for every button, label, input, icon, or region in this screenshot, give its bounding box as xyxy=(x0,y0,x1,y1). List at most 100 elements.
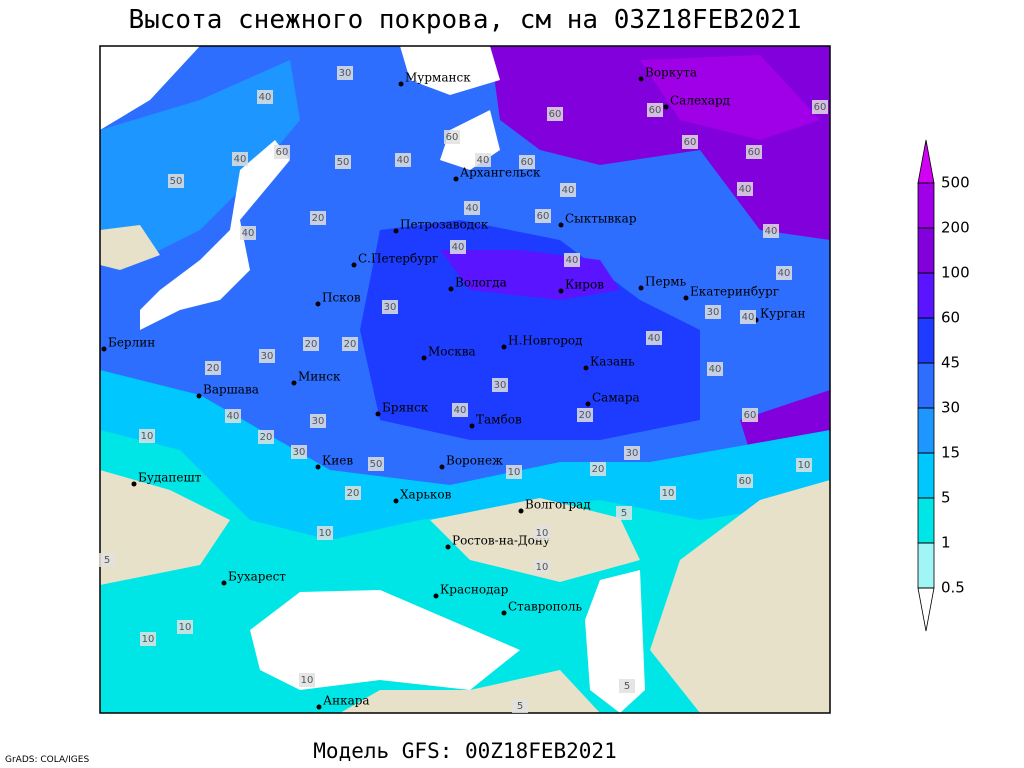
contour-label-box xyxy=(291,445,307,459)
contour-label: 40 xyxy=(562,185,575,196)
map xyxy=(100,46,830,713)
city-label: С.Петербург xyxy=(358,252,438,266)
city-label: Краснодар xyxy=(440,583,509,597)
legend-swatch xyxy=(917,452,935,499)
contour-label-box xyxy=(168,174,184,188)
city-label: Киев xyxy=(322,454,353,468)
city-dot xyxy=(315,301,321,307)
contour-label: 30 xyxy=(261,351,274,362)
contour-label: 50 xyxy=(170,176,183,187)
city-dot xyxy=(683,295,689,301)
contour-label: 10 xyxy=(142,634,155,645)
contour-label-box xyxy=(140,632,156,646)
city-dot xyxy=(393,498,399,504)
city-dot xyxy=(453,176,459,182)
contour-label-box xyxy=(99,553,115,567)
contour-label: 10 xyxy=(301,675,314,686)
contour-label: 30 xyxy=(312,416,325,427)
city-label: Мурманск xyxy=(405,71,471,85)
contour-label-box xyxy=(232,152,248,166)
legend-swatch xyxy=(917,139,935,184)
contour-label: 50 xyxy=(370,459,383,470)
city-dot xyxy=(638,285,644,291)
contour-label-box xyxy=(303,337,319,351)
contour-label-box xyxy=(776,266,792,280)
contour-label: 40 xyxy=(765,226,778,237)
contour-label: 40 xyxy=(452,242,465,253)
contour-label: 40 xyxy=(397,155,410,166)
contour-label-box xyxy=(534,526,550,540)
contour-label-box xyxy=(177,620,193,634)
contour-label: 10 xyxy=(319,528,332,539)
legend-swatch xyxy=(917,182,935,229)
city-dot xyxy=(445,544,451,550)
city-label: Волгоград xyxy=(525,498,591,512)
contour-label: 20 xyxy=(579,410,592,421)
city-label: Самара xyxy=(592,391,640,405)
city-label: Воронеж xyxy=(446,454,503,468)
city-label: Киров xyxy=(565,278,604,292)
credit: GrADS: COLA/IGES xyxy=(5,755,89,765)
contour-label: 20 xyxy=(305,339,318,350)
contour-label: 60 xyxy=(744,410,757,421)
city-dot xyxy=(101,346,107,352)
contour-label-box xyxy=(512,699,528,713)
city-label: Бухарест xyxy=(228,570,286,584)
city-dot xyxy=(375,411,381,417)
contour-label: 10 xyxy=(662,488,675,499)
city-dot xyxy=(448,286,454,292)
contour-label-box xyxy=(619,679,635,693)
contour-label: 5 xyxy=(104,555,110,566)
legend-swatch xyxy=(917,542,935,589)
contour-label: 40 xyxy=(648,333,661,344)
contour-label-box xyxy=(812,100,828,114)
contour-label-box xyxy=(535,209,551,223)
legend-swatch xyxy=(917,362,935,409)
city-dot xyxy=(433,593,439,599)
contour-label: 20 xyxy=(347,488,360,499)
contour-label: 10 xyxy=(536,562,549,573)
contour-label-box xyxy=(705,305,721,319)
contour-label-box xyxy=(796,458,812,472)
legend-label: 45 xyxy=(941,354,960,372)
city-dot xyxy=(585,401,591,407)
contour-label-box xyxy=(452,403,468,417)
contour-label: 40 xyxy=(742,312,755,323)
contour-label-box xyxy=(647,103,663,117)
contour-label: 60 xyxy=(446,132,459,143)
contour-label-box xyxy=(660,486,676,500)
contour-label-box xyxy=(475,153,491,167)
legend-label: 5 xyxy=(941,489,951,507)
contour-label-box xyxy=(139,429,155,443)
city-label: Харьков xyxy=(400,488,452,502)
contour-label: 20 xyxy=(312,213,325,224)
contour-label-box xyxy=(345,486,361,500)
contour-label: 40 xyxy=(566,255,579,266)
contour-label-box xyxy=(444,130,460,144)
contour-label-box xyxy=(742,408,758,422)
contour-label: 40 xyxy=(227,411,240,422)
contour-label-box xyxy=(682,135,698,149)
contour-label: 10 xyxy=(508,467,521,478)
city-dot xyxy=(439,464,445,470)
contour-label-box xyxy=(707,362,723,376)
contour-label: 30 xyxy=(707,307,720,318)
legend-swatch xyxy=(917,587,935,632)
city-label: Ставрополь xyxy=(508,600,582,614)
contour-label-box xyxy=(590,462,606,476)
contour-label: 40 xyxy=(454,405,467,416)
contour-label: 20 xyxy=(207,363,220,374)
contour-label: 50 xyxy=(337,157,350,168)
city-dot xyxy=(398,81,404,87)
contour-label: 40 xyxy=(234,154,247,165)
contour-label: 60 xyxy=(684,137,697,148)
city-label: Воркута xyxy=(645,66,697,80)
city-label: Н.Новгород xyxy=(508,334,583,348)
city-dot xyxy=(315,464,321,470)
city-dot xyxy=(501,344,507,350)
contour-label: 30 xyxy=(384,302,397,313)
contour-label-box xyxy=(740,310,756,324)
contour-label: 40 xyxy=(709,364,722,375)
contour-label-box xyxy=(257,90,273,104)
contour-label-box xyxy=(240,226,256,240)
